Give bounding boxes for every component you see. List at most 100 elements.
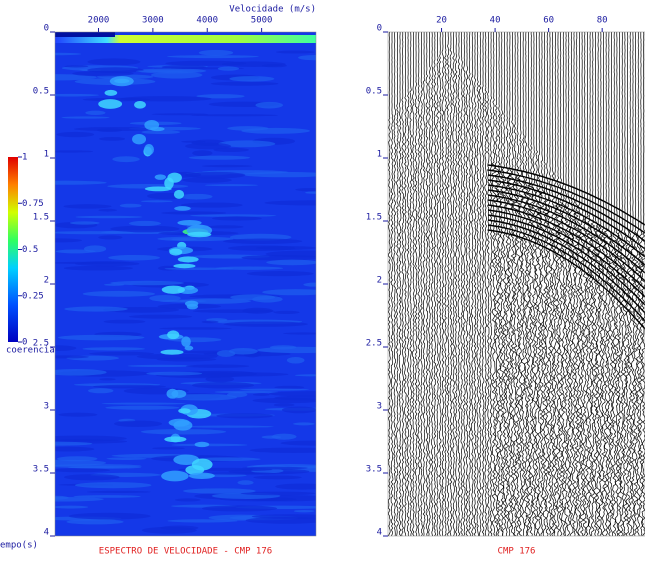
y-tick-label: 0.5: [33, 87, 49, 97]
trace: [577, 32, 583, 536]
streak: [99, 137, 126, 141]
reflection: [487, 164, 645, 226]
trace: [422, 32, 426, 536]
y-tick-label: 3.5: [33, 465, 49, 475]
streak: [140, 429, 227, 435]
streak: [195, 457, 261, 461]
trace: [608, 32, 615, 536]
trace: [491, 32, 497, 536]
reflection: [487, 194, 645, 274]
trace: [552, 32, 559, 536]
streak: [167, 519, 238, 523]
streak: [303, 282, 316, 287]
streak: [222, 238, 303, 244]
trace: [587, 32, 593, 536]
streak: [89, 351, 155, 356]
trace: [489, 32, 493, 536]
streak: [56, 131, 95, 138]
trace: [470, 32, 474, 536]
coherence-peak: [174, 206, 191, 211]
streak: [55, 468, 111, 473]
trace: [486, 32, 490, 536]
streak: [150, 71, 203, 79]
x-tick-label: 5000: [251, 16, 273, 26]
streak: [127, 364, 194, 368]
streak: [141, 130, 181, 135]
streak: [212, 216, 262, 221]
streak: [55, 505, 89, 509]
x-tick-label: 20: [436, 16, 447, 26]
x-tick-label: 4000: [196, 16, 218, 26]
streak: [201, 164, 253, 168]
trace: [388, 32, 391, 536]
streak: [261, 64, 287, 68]
streak: [182, 488, 256, 494]
colorbar-gradient: [8, 157, 18, 342]
y-tick-label: 1.5: [366, 213, 382, 223]
caption: ESPECTRO DE VELOCIDADE - CMP 176: [99, 547, 272, 557]
streak: [55, 231, 134, 235]
reflection: [487, 184, 645, 258]
streak: [82, 97, 151, 102]
top-band: [55, 35, 316, 43]
trace: [630, 32, 636, 536]
trace: [430, 32, 434, 536]
streak: [216, 413, 274, 419]
trace: [460, 32, 464, 536]
streak: [180, 193, 213, 200]
streak: [273, 310, 300, 314]
streak: [151, 113, 209, 116]
streak: [191, 381, 255, 389]
y-axis-label: empo(s): [0, 541, 38, 551]
streak: [55, 150, 94, 153]
streak: [180, 202, 243, 208]
x-tick-label: 3000: [142, 16, 164, 26]
heatmap-image: [55, 32, 316, 536]
colorbar-tick-label: 0.5: [22, 245, 38, 255]
streak: [55, 497, 104, 502]
trace: [493, 32, 500, 536]
trace: [454, 32, 458, 536]
streak: [210, 81, 279, 86]
streak: [82, 290, 156, 297]
reflection: [487, 179, 645, 250]
streak: [185, 364, 250, 368]
trace: [425, 32, 429, 536]
streak: [264, 200, 316, 206]
trace: [555, 32, 561, 536]
coherence-peak: [187, 231, 212, 238]
trace: [478, 32, 482, 536]
streak: [229, 76, 275, 82]
reflection: [487, 214, 645, 306]
streak: [174, 498, 201, 502]
trace: [501, 32, 508, 536]
streak: [255, 101, 284, 109]
streak: [55, 446, 95, 452]
x-tick-label: 40: [490, 16, 501, 26]
trace: [398, 32, 402, 536]
streak: [249, 447, 316, 453]
cmp-panel: 20 40 60 80 0 0.5 1 1.5 2 2.5 3 3.5 4 CMP 176: [366, 16, 645, 557]
trace: [462, 32, 466, 536]
trace: [582, 32, 588, 536]
y-tick-label: 1.5: [33, 213, 49, 223]
streak: [213, 147, 249, 153]
trace: [593, 32, 599, 536]
trace: [417, 32, 421, 536]
trace: [595, 32, 602, 536]
streak: [227, 245, 296, 251]
trace: [538, 32, 545, 536]
streak: [192, 309, 275, 313]
coherence-peak: [169, 248, 183, 256]
streak: [261, 435, 282, 439]
trace: [530, 32, 537, 536]
trace: [517, 32, 524, 536]
streak: [275, 483, 316, 490]
streak: [242, 466, 308, 470]
streak: [185, 142, 232, 150]
trace: [526, 32, 532, 536]
colorbar-tick-label: 0: [22, 338, 27, 348]
streak: [159, 299, 207, 303]
trace: [625, 32, 631, 536]
